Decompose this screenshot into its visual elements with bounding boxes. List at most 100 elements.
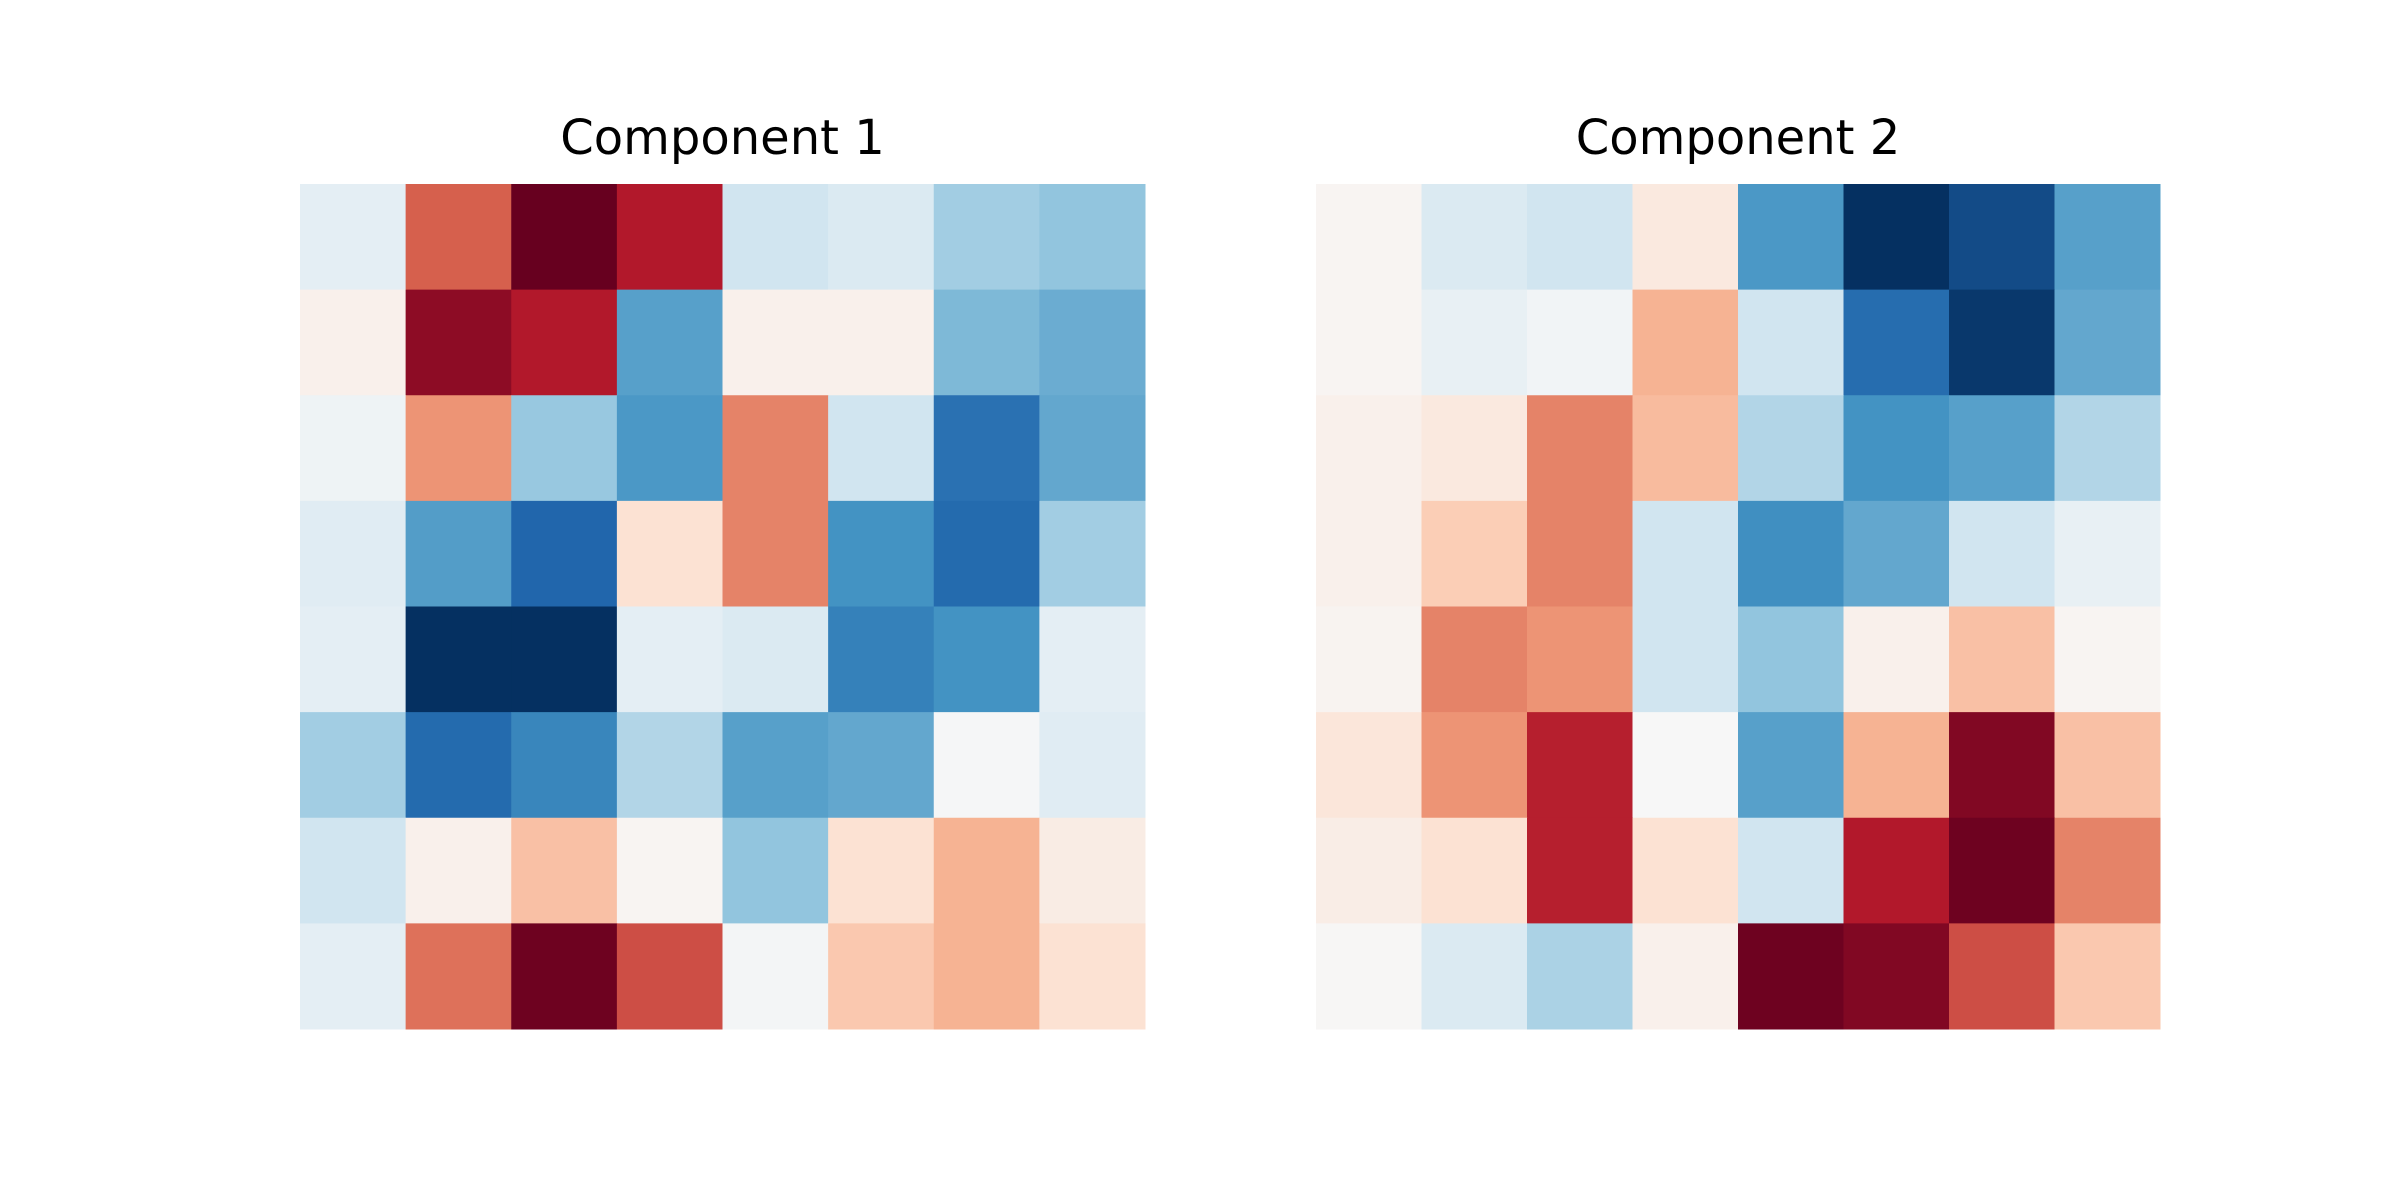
heatmap-cell (1843, 817, 1950, 924)
heatmap-cell (616, 923, 723, 1030)
heatmap-cell (511, 712, 618, 819)
heatmap-cell (1527, 500, 1633, 607)
heatmap-cell (405, 500, 512, 607)
heatmap-cell (1843, 184, 1950, 291)
heatmap-cell (511, 184, 618, 291)
heatmap-cell (933, 817, 1040, 924)
heatmap-cell (2054, 712, 2161, 819)
heatmap-cell (1527, 289, 1633, 396)
heatmap-cell (1316, 184, 1422, 291)
heatmap-cell (722, 606, 829, 713)
heatmap-cell (1527, 712, 1633, 819)
heatmap-cell (511, 500, 618, 607)
heatmap-cell (933, 712, 1040, 819)
heatmap-cell (1738, 712, 1844, 819)
heatmap-cell (828, 289, 935, 396)
heatmap-cell (300, 817, 407, 924)
heatmap-cell (405, 606, 512, 713)
heatmap-cell (300, 923, 407, 1030)
heatmap-cell (1421, 395, 1528, 502)
heatmap-cell (933, 500, 1040, 607)
heatmap-cell (828, 923, 935, 1030)
heatmap-cell (1632, 817, 1739, 924)
heatmap-cell (1421, 712, 1528, 819)
heatmap-cell (1632, 923, 1739, 1030)
heatmap-cell (2054, 500, 2161, 607)
heatmap-cell (616, 395, 723, 502)
heatmap-cell (1316, 606, 1422, 713)
heatmap-cell (405, 817, 512, 924)
heatmap-cell (828, 606, 935, 713)
heatmap-cell (1738, 606, 1844, 713)
heatmap-cell (1421, 606, 1528, 713)
heatmap-cell (1039, 395, 1146, 502)
heatmap-cell (1843, 500, 1950, 607)
heatmap-cell (1738, 923, 1844, 1030)
heatmap-cell (1949, 395, 2055, 502)
heatmap-cell (1316, 817, 1422, 924)
heatmap-cell (1738, 500, 1844, 607)
heatmap-cell (1039, 817, 1146, 924)
heatmap-cell (300, 500, 407, 607)
heatmap-cell (1039, 500, 1146, 607)
heatmap-cell (511, 606, 618, 713)
heatmap-cell (1039, 184, 1146, 291)
heatmap-cell (405, 395, 512, 502)
heatmap-cell (2054, 289, 2161, 396)
heatmap-cell (1316, 500, 1422, 607)
heatmap-cell (1632, 712, 1739, 819)
heatmap-cell (828, 184, 935, 291)
heatmap-cell (933, 606, 1040, 713)
heatmap-cell (722, 817, 829, 924)
heatmap-cell (1527, 395, 1633, 502)
heatmap-cell (1632, 289, 1739, 396)
heatmap-cell (1039, 712, 1146, 819)
heatmap-cell (1843, 712, 1950, 819)
heatmap-cell (828, 712, 935, 819)
heatmap-cell (1421, 923, 1528, 1030)
heatmap-cell (933, 289, 1040, 396)
heatmap-cell (405, 184, 512, 291)
heatmap-cell (1039, 923, 1146, 1030)
heatmap-cell (405, 923, 512, 1030)
heatmap-cell (1421, 817, 1528, 924)
heatmap-cell (1632, 395, 1739, 502)
heatmap-cell (1316, 923, 1422, 1030)
heatmap-cell (1843, 289, 1950, 396)
heatmap-cell (1316, 712, 1422, 819)
heatmap-cell (1039, 289, 1146, 396)
heatmap-cell (933, 395, 1040, 502)
heatmap-cell (933, 923, 1040, 1030)
heatmap-cell (1949, 712, 2055, 819)
heatmap-cell (1949, 289, 2055, 396)
heatmap-cell (616, 712, 723, 819)
heatmap-cell (1843, 923, 1950, 1030)
heatmap-cell (722, 395, 829, 502)
heatmap-cell (828, 817, 935, 924)
heatmap-cell (1527, 606, 1633, 713)
heatmap-cell (1843, 395, 1950, 502)
panel-title: Component 1 (560, 110, 884, 166)
heatmap-cell (1738, 289, 1844, 396)
heatmap-cell (722, 500, 829, 607)
heatmap-cell (1039, 606, 1146, 713)
heatmap-cell (2054, 817, 2161, 924)
heatmap-cell (1632, 184, 1739, 291)
heatmap-cell (722, 712, 829, 819)
heatmap-cell (1316, 289, 1422, 396)
heatmap-cell (1738, 395, 1844, 502)
heatmap-cell (1527, 184, 1633, 291)
heatmap-cell (616, 606, 723, 713)
heatmap-cell (1632, 606, 1739, 713)
panel-title: Component 2 (1576, 110, 1900, 166)
heatmap-cell (1421, 500, 1528, 607)
heatmap-cell (722, 184, 829, 291)
heatmap-cell (1316, 395, 1422, 502)
heatmap-cell (1527, 923, 1633, 1030)
heatmap-cell (511, 817, 618, 924)
heatmap-cell (828, 500, 935, 607)
heatmap-cell (828, 395, 935, 502)
heatmap-cell (300, 289, 407, 396)
